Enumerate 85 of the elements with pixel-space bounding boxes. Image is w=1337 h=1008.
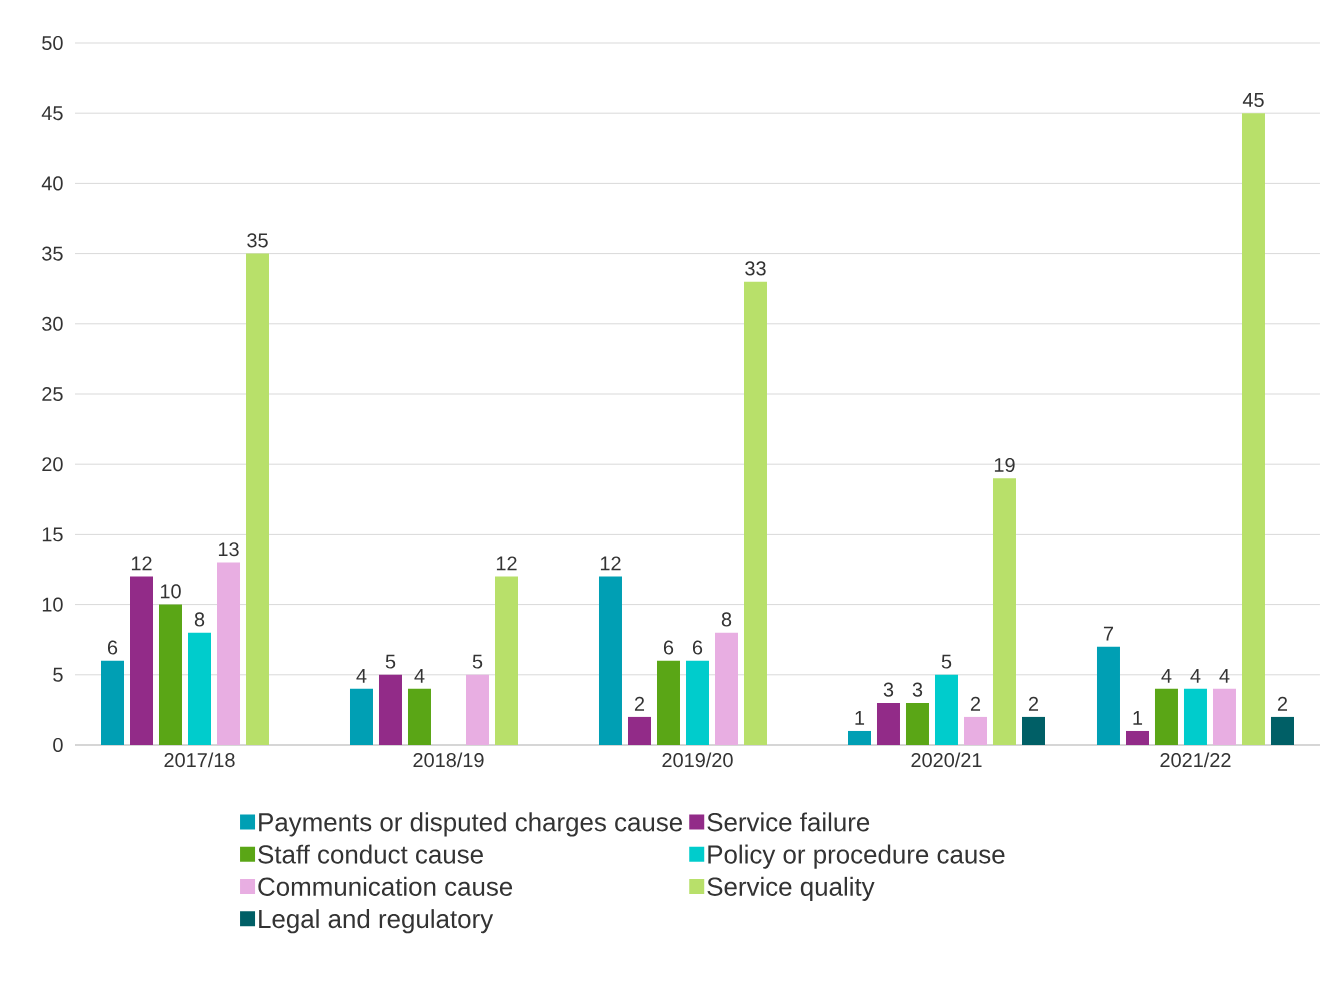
bar (101, 660, 124, 745)
y-tick-label: 35 (42, 246, 63, 261)
data-label: 45 (1242, 93, 1264, 107)
data-label: 4 (1161, 668, 1172, 683)
bar (1183, 688, 1207, 745)
data-label: 33 (745, 261, 766, 276)
y-tick-label: 10 (42, 597, 63, 612)
legend-label: Policy or procedure cause (708, 844, 1005, 869)
data-label: 12 (600, 556, 621, 571)
data-label: 2 (1277, 696, 1288, 711)
legend-label: Communication cause (258, 876, 513, 896)
bar (714, 632, 738, 745)
data-label: 1 (855, 711, 865, 725)
bar (905, 702, 929, 745)
bar (934, 674, 958, 745)
legend-label: Payments or disputed charges cause (259, 812, 683, 837)
bar (1096, 646, 1120, 745)
data-label: 35 (247, 233, 268, 248)
data-label: 5 (472, 654, 483, 669)
bar (876, 702, 900, 745)
bar (188, 632, 211, 745)
data-label: 2 (970, 696, 981, 711)
data-label: 5 (385, 654, 396, 669)
bar (495, 576, 518, 745)
bar (992, 478, 1016, 745)
bar (350, 688, 373, 745)
bar (744, 281, 767, 745)
legend-label: Service failure (707, 812, 870, 832)
data-label: 13 (218, 542, 239, 557)
bar (847, 730, 871, 745)
data-label: 3 (912, 682, 923, 697)
data-label: 6 (692, 640, 703, 655)
bar (1270, 716, 1294, 745)
data-label: 8 (194, 612, 205, 627)
bar (1241, 113, 1265, 745)
data-label: 3 (883, 682, 894, 697)
bar (1212, 688, 1236, 745)
bar (1021, 716, 1045, 745)
y-tick-label: 40 (41, 176, 63, 191)
data-label: 4 (1190, 668, 1201, 683)
y-tick-label: 30 (42, 316, 63, 331)
data-label: 12 (496, 556, 517, 571)
bar (246, 253, 269, 745)
x-tick-label: 2017/18 (164, 752, 235, 768)
bar (1154, 688, 1178, 745)
y-tick-label: 5 (53, 667, 63, 682)
bar (379, 674, 402, 745)
y-tick-label: 20 (42, 457, 63, 472)
data-label: 10 (160, 584, 181, 599)
legend-label: Staff conduct cause (258, 844, 483, 864)
data-label: 1 (1133, 711, 1143, 725)
data-label: 12 (131, 556, 152, 571)
bar (656, 660, 680, 745)
data-label: 4 (1219, 668, 1230, 683)
data-label: 2 (634, 696, 645, 711)
data-label: 5 (941, 654, 952, 669)
x-tick-label: 2019/20 (662, 752, 733, 768)
data-label: 7 (1103, 626, 1114, 641)
y-tick-label: 25 (42, 386, 63, 402)
data-label: 8 (721, 612, 732, 627)
legend-label: Legal and regulatory (259, 909, 494, 934)
data-label: 4 (356, 668, 367, 683)
x-tick-label: 2021/22 (1160, 752, 1231, 768)
bar (1125, 730, 1149, 745)
bar (408, 688, 431, 745)
y-tick-label: 15 (42, 527, 63, 542)
x-tick-label: 2018/19 (413, 752, 484, 768)
legend-label: Service quality (707, 876, 875, 901)
data-label: 6 (107, 640, 118, 655)
bar (217, 562, 240, 745)
x-tick-label: 2020/21 (911, 752, 982, 768)
bar (685, 660, 709, 745)
bar (627, 716, 651, 745)
bar (466, 674, 489, 745)
y-tick-label: 0 (53, 737, 63, 753)
bar (130, 576, 153, 745)
y-tick-label: 50 (42, 35, 63, 51)
bar (963, 716, 987, 745)
data-label: 2 (1028, 696, 1039, 711)
bar (159, 604, 182, 745)
bar (598, 576, 622, 745)
data-label: 4 (414, 668, 425, 683)
data-label: 6 (663, 640, 674, 655)
data-label: 19 (994, 457, 1015, 473)
y-tick-label: 45 (41, 106, 63, 121)
